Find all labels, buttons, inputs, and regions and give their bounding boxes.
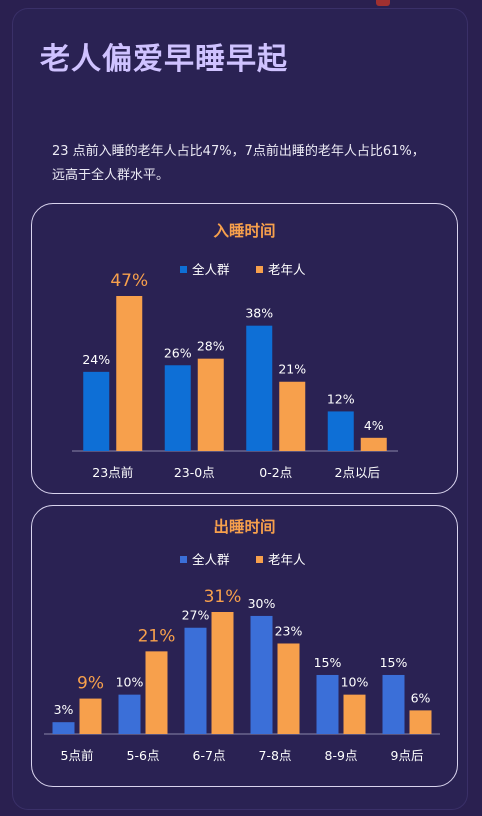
wake-bar-elderly-1 xyxy=(145,651,168,734)
sleep-tick-label-0: 23点前 xyxy=(92,465,133,480)
sleep-legend-swatch-elderly xyxy=(256,266,263,273)
wake-data-label-elderly-2: 31% xyxy=(204,587,242,607)
wake-bar-elderly-2 xyxy=(211,612,234,734)
wake-bar-overall-5 xyxy=(382,674,405,734)
sleep-time-chart-panel: 入睡时间全人群 老年人 24% 47% 23点前 26% 28% 23-0点 38% 21% 0-2… xyxy=(31,203,458,494)
wake-bar-overall-1 xyxy=(118,694,141,734)
wake-data-label-elderly-4: 10% xyxy=(341,675,369,690)
wake-data-label-elderly-0: 9% xyxy=(77,674,104,694)
wake-bar-overall-2 xyxy=(184,627,207,734)
sleep-title: 入睡时间 xyxy=(213,221,275,240)
wake-title: 出睡时间 xyxy=(213,517,275,536)
wake-data-label-overall-2: 27% xyxy=(182,608,210,623)
wake-data-label-overall-5: 15% xyxy=(380,655,408,670)
page-title: 老人偏爱早睡早起 xyxy=(40,42,288,77)
sleep-bar-overall-0 xyxy=(83,371,110,451)
sleep-bar-overall-1 xyxy=(164,365,191,451)
status-indicator xyxy=(376,0,390,6)
wake-tick-label-2: 6-7点 xyxy=(193,748,226,763)
wake-bar-elderly-3 xyxy=(277,643,300,734)
sleep-legend-label-elderly: 老年人 xyxy=(268,262,306,277)
wake-bar-overall-3 xyxy=(250,615,273,734)
wake-bar-overall-0 xyxy=(52,722,75,734)
sleep-data-label-elderly-0: 47% xyxy=(110,271,148,291)
sleep-data-label-elderly-3: 4% xyxy=(364,418,384,433)
sleep-data-label-elderly-2: 21% xyxy=(278,362,306,377)
wake-bar-elderly-5 xyxy=(409,710,432,734)
wake-legend-swatch-elderly xyxy=(256,556,263,563)
wake-tick-label-5: 9点后 xyxy=(391,748,424,763)
wake-data-label-elderly-3: 23% xyxy=(275,623,303,638)
sleep-tick-label-2: 0-2点 xyxy=(259,465,292,480)
sleep-data-label-overall-3: 12% xyxy=(327,391,355,406)
wake-legend-label-overall: 全人群 xyxy=(192,552,230,567)
wake-tick-label-0: 5点前 xyxy=(61,748,94,763)
wake-tick-label-3: 7-8点 xyxy=(259,748,292,763)
sleep-legend-label-overall: 全人群 xyxy=(192,262,230,277)
sleep-data-label-overall-2: 38% xyxy=(245,306,273,321)
wake-legend-swatch-overall xyxy=(180,556,187,563)
wake-bar-elderly-0 xyxy=(79,698,102,734)
sleep-bar-elderly-3 xyxy=(360,437,387,451)
sleep-bar-overall-2 xyxy=(246,325,273,451)
sleep-tick-label-3: 2点以后 xyxy=(335,465,380,480)
sleep-data-label-elderly-1: 28% xyxy=(197,339,225,354)
wake-bar-overall-4 xyxy=(316,674,339,734)
wake-data-label-overall-0: 3% xyxy=(54,702,74,717)
sleep-legend-swatch-overall xyxy=(180,266,187,273)
wake-legend-label-elderly: 老年人 xyxy=(268,552,306,567)
sleep-bar-elderly-2 xyxy=(279,381,306,451)
wake-data-label-overall-3: 30% xyxy=(248,596,276,611)
wake-bar-elderly-4 xyxy=(343,694,366,734)
wake-tick-label-1: 5-6点 xyxy=(127,748,160,763)
sleep-bar-elderly-0 xyxy=(116,296,143,451)
wake-data-label-elderly-1: 21% xyxy=(138,626,176,646)
wake-tick-label-4: 8-9点 xyxy=(325,748,358,763)
summary-line-2: 远高于全人群水平。 xyxy=(52,168,170,183)
wake-data-label-elderly-5: 6% xyxy=(411,690,431,705)
summary-text: 23 点前入睡的老年人占比47%，7点前出睡的老年人占比61%， 远高于全人群水… xyxy=(52,140,462,188)
wake-data-label-overall-1: 10% xyxy=(116,675,144,690)
sleep-tick-label-1: 23-0点 xyxy=(174,465,215,480)
sleep-bar-overall-3 xyxy=(327,411,354,451)
sleep-data-label-overall-1: 26% xyxy=(164,345,192,360)
summary-line-1: 23 点前入睡的老年人占比47%，7点前出睡的老年人占比61%， xyxy=(52,144,425,159)
sleep-bar-elderly-1 xyxy=(197,358,224,451)
sleep-data-label-overall-0: 24% xyxy=(82,352,110,367)
wake-time-chart-panel: 出睡时间全人群 老年人 3% 9% 5点前 10% 21% 5-6点 27% 31% 6-7点 30%… xyxy=(31,505,458,787)
wake-data-label-overall-4: 15% xyxy=(314,655,342,670)
